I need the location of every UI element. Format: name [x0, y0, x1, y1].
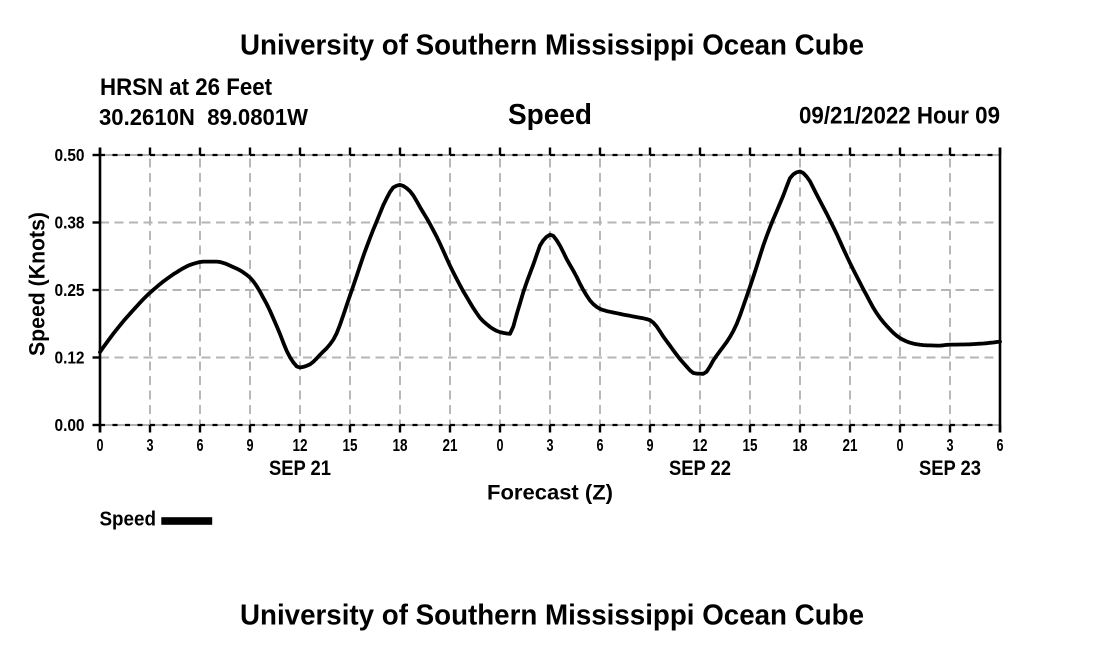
svg-text:0: 0 — [897, 435, 904, 455]
svg-text:HRSN at 26 Feet: HRSN at 26 Feet — [100, 74, 272, 101]
svg-text:Forecast (Z): Forecast (Z) — [487, 481, 613, 505]
svg-text:9: 9 — [647, 435, 654, 455]
svg-text:6: 6 — [997, 435, 1004, 455]
svg-text:6: 6 — [197, 435, 204, 455]
svg-text:6: 6 — [597, 435, 604, 455]
svg-text:0.12: 0.12 — [55, 347, 85, 367]
svg-text:Speed: Speed — [100, 507, 157, 530]
svg-text:0.38: 0.38 — [55, 212, 85, 232]
svg-text:18: 18 — [393, 435, 408, 455]
svg-text:SEP 21: SEP 21 — [269, 457, 331, 480]
svg-text:15: 15 — [743, 435, 758, 455]
svg-text:15: 15 — [343, 435, 358, 455]
svg-text:18: 18 — [793, 435, 808, 455]
svg-text:09/21/2022 Hour 09: 09/21/2022 Hour 09 — [799, 103, 1000, 130]
svg-text:12: 12 — [693, 435, 708, 455]
svg-text:Speed (Knots): Speed (Knots) — [25, 212, 50, 356]
svg-text:3: 3 — [547, 435, 554, 455]
svg-text:30.2610N 89.0801W: 30.2610N 89.0801W — [99, 104, 309, 130]
svg-text:SEP 22: SEP 22 — [669, 457, 731, 480]
svg-text:0.50: 0.50 — [55, 145, 85, 165]
svg-text:12: 12 — [293, 435, 308, 455]
svg-text:21: 21 — [843, 435, 858, 455]
svg-text:0.25: 0.25 — [55, 280, 85, 300]
svg-text:21: 21 — [443, 435, 458, 455]
svg-text:0.00: 0.00 — [55, 415, 85, 435]
svg-text:9: 9 — [247, 435, 254, 455]
svg-text:0: 0 — [97, 435, 104, 455]
svg-text:SEP 23: SEP 23 — [919, 457, 981, 480]
svg-text:3: 3 — [947, 435, 954, 455]
svg-text:Speed: Speed — [508, 99, 592, 131]
svg-text:3: 3 — [147, 435, 154, 455]
svg-text:University of Southern Mississ: University of Southern Mississippi Ocean… — [240, 30, 864, 62]
svg-text:University of Southern Mississ: University of Southern Mississippi Ocean… — [240, 600, 864, 632]
svg-text:0: 0 — [497, 435, 504, 455]
